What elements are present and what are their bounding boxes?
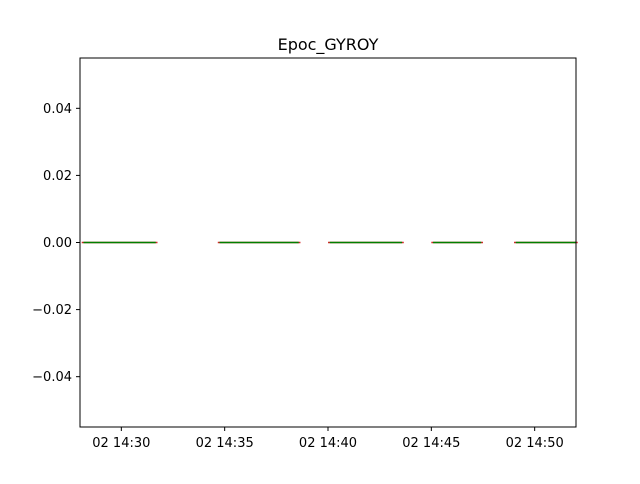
y-tick-label: −0.04	[32, 370, 72, 385]
chart-title: Epoc_GYROY	[278, 35, 379, 55]
x-tick-label: 02 14:40	[299, 436, 357, 451]
y-tick-label: −0.02	[32, 303, 72, 318]
y-tick-label: 0.02	[43, 169, 72, 184]
x-tick-label: 02 14:50	[506, 436, 564, 451]
x-tick-label: 02 14:35	[196, 436, 254, 451]
plot-frame	[79, 57, 577, 428]
x-tick-label: 02 14:30	[92, 436, 150, 451]
y-tick-label: 0.04	[43, 102, 72, 117]
x-tick-label: 02 14:45	[402, 436, 460, 451]
y-axis: 0.04 0.02 0.00 −0.02 −0.04	[32, 102, 80, 385]
y-tick-label: 0.00	[43, 236, 72, 251]
x-axis: 02 14:30 02 14:35 02 14:40 02 14:45 02 14:50	[92, 427, 564, 451]
